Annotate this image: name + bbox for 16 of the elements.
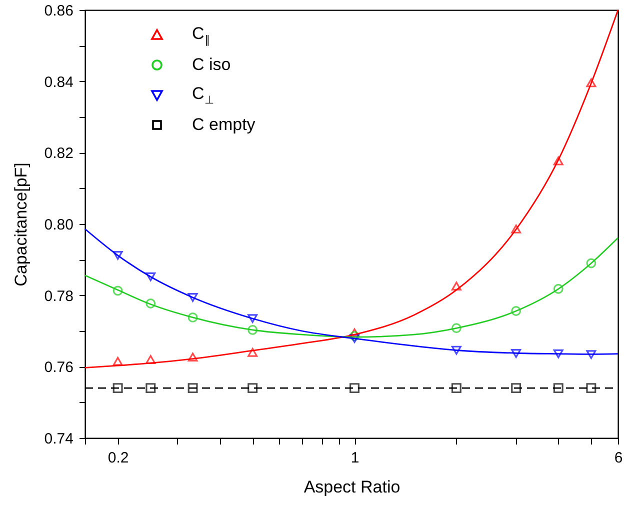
y-tick-label: 0.80 (44, 216, 74, 234)
y-tick-label: 0.74 (44, 430, 74, 448)
x-tick-label: 1 (350, 450, 360, 466)
x-tick-label: 0.2 (108, 450, 129, 466)
legend-label: C$_{∥}$ (192, 24, 210, 46)
x-tick-label: 6 (614, 450, 623, 466)
y-tick-label: 0.76 (44, 359, 74, 376)
x-axis-title: Aspect Ratio (304, 478, 400, 496)
legend-label: C empty (192, 115, 256, 135)
y-tick-label: 0.78 (44, 288, 74, 305)
legend-label: C iso (192, 55, 231, 75)
y-tick-label: 0.84 (44, 74, 74, 91)
y-tick-label: 0.82 (44, 145, 74, 162)
legend-label: C$_{⊥}$ (192, 84, 214, 106)
y-axis-title: Capacitance[pF] (11, 162, 30, 286)
y-tick-label: 0.86 (44, 2, 74, 20)
